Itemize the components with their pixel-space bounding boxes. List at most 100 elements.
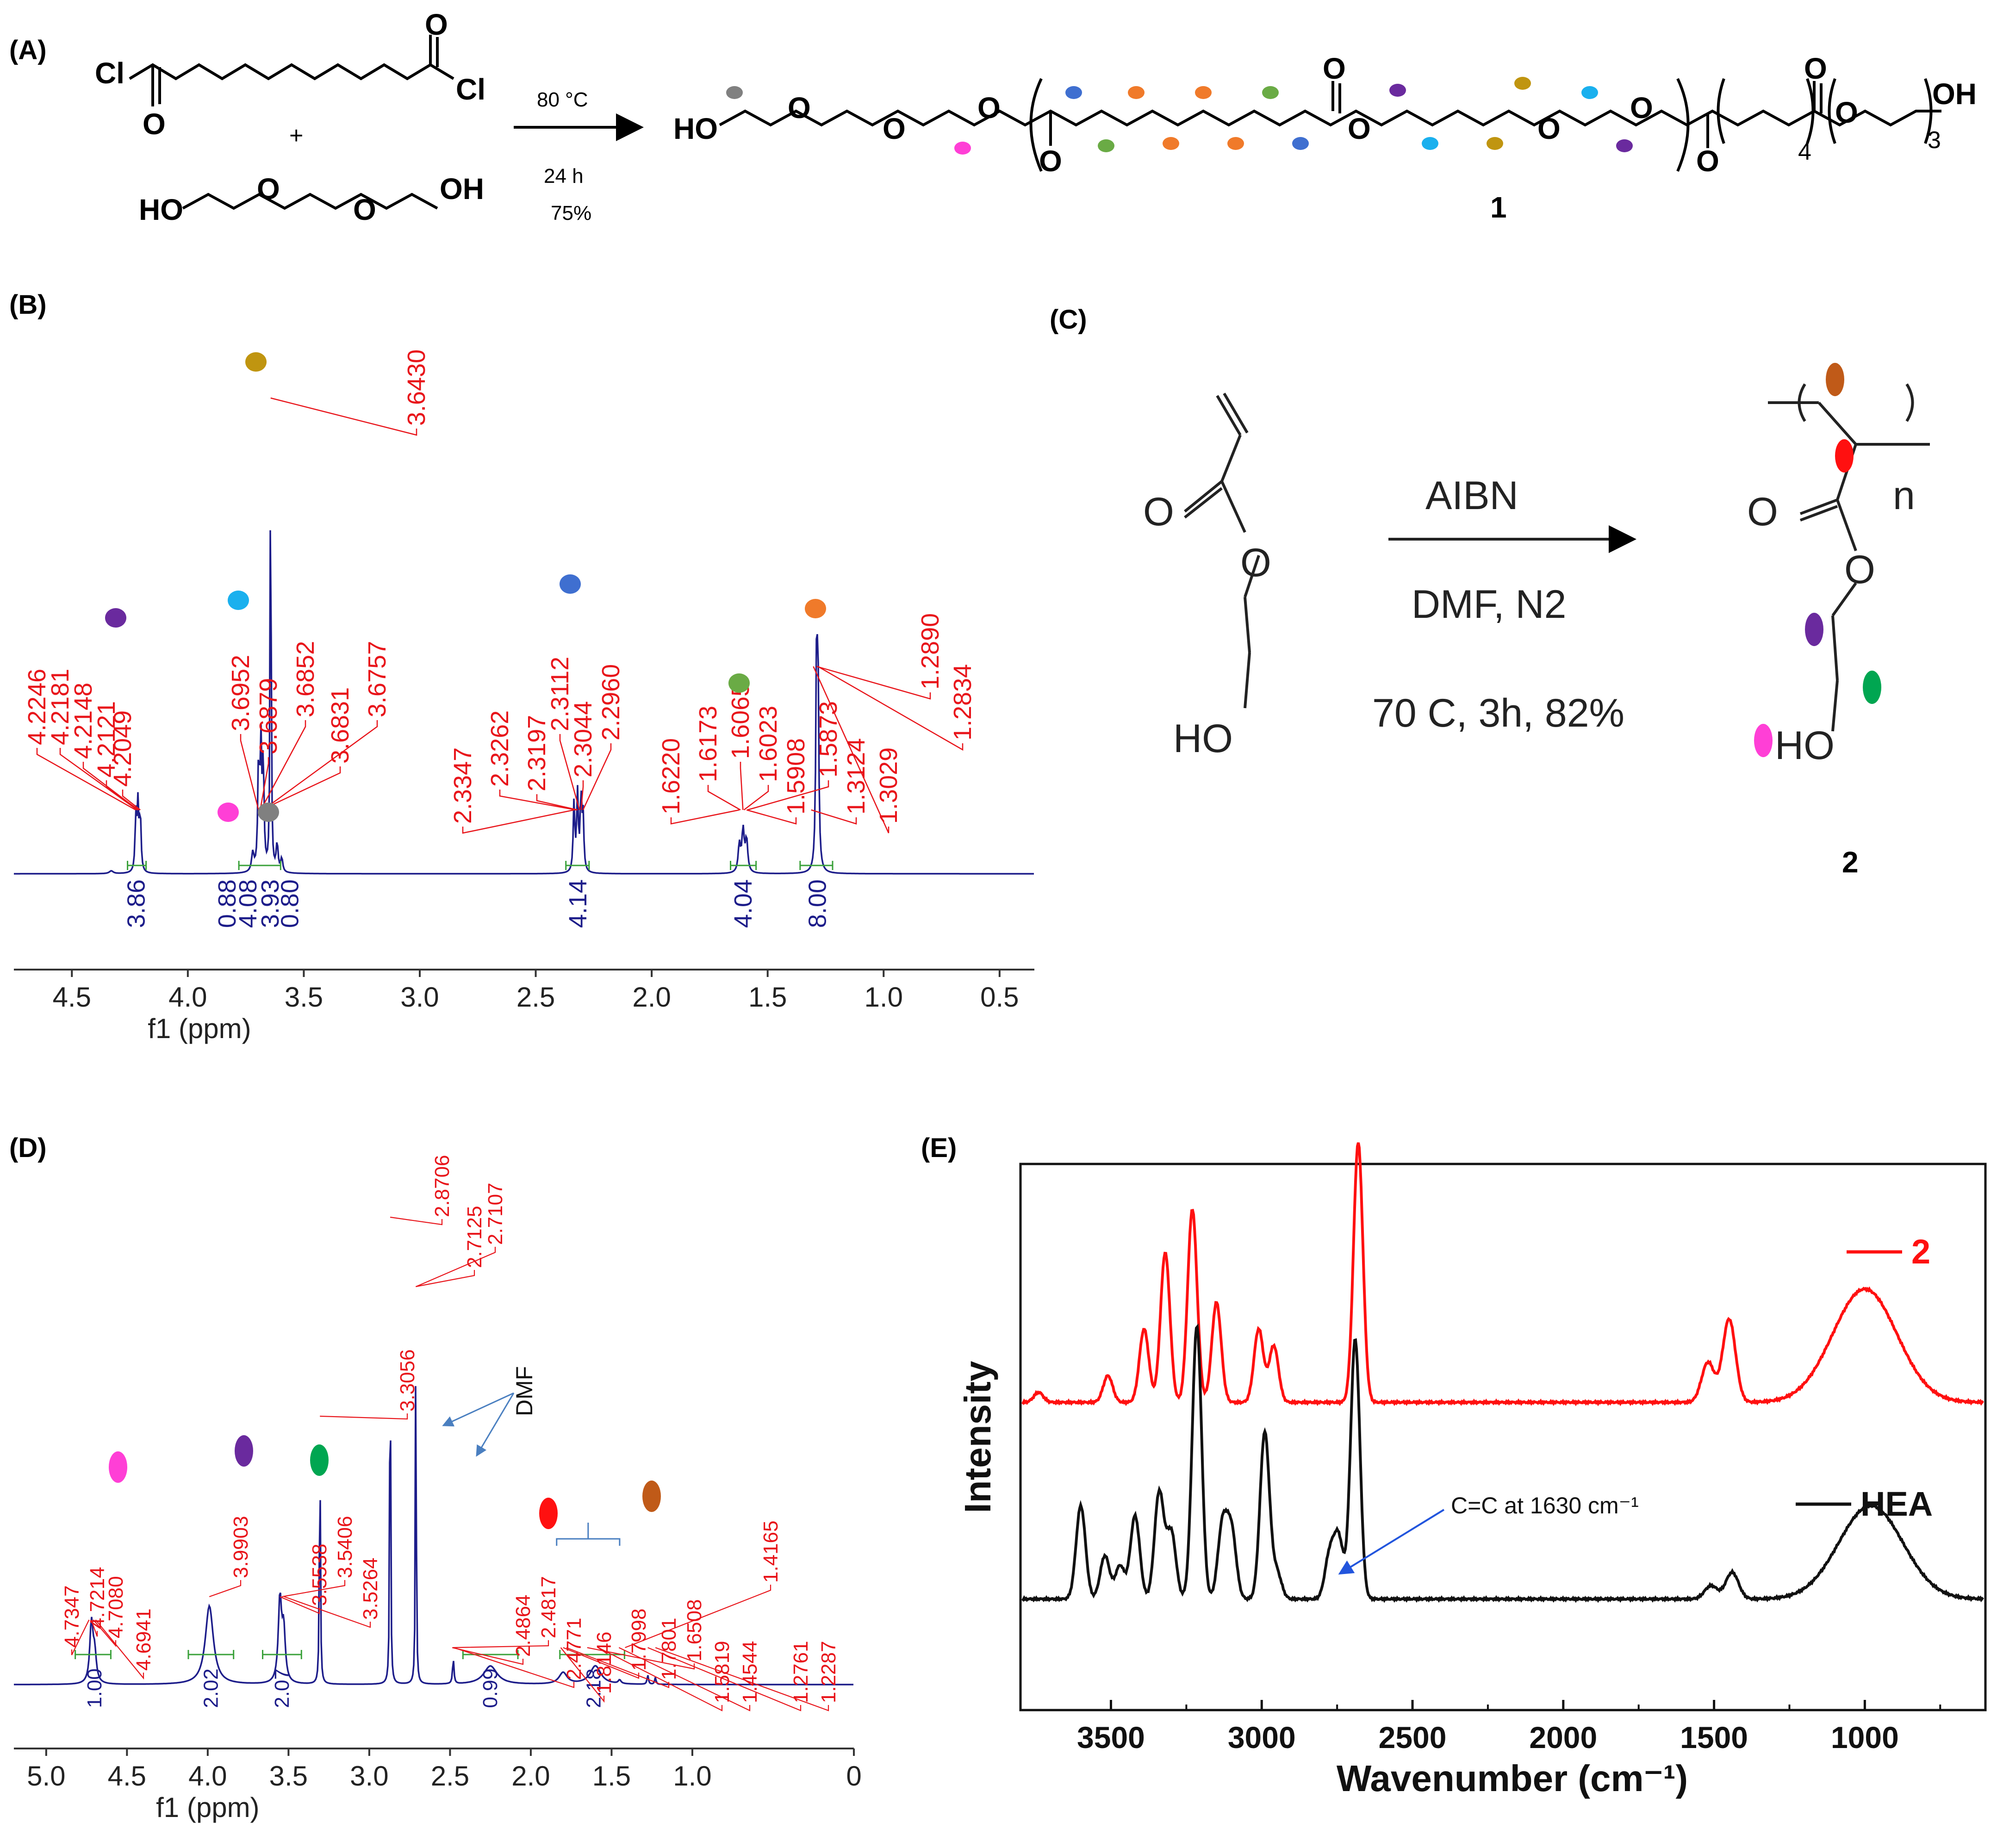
peak-leader-14 (559, 734, 580, 810)
reactant1-cl-left: Cl (95, 56, 124, 90)
reactant2-oh: OH (440, 172, 484, 205)
marker-cyan (228, 591, 249, 610)
marker-blue-9 (1292, 137, 1309, 150)
x-tick-label-1: 4.5 (108, 1761, 146, 1792)
bracket-close-2 (1806, 78, 1815, 144)
peak-leader-0 (36, 748, 136, 811)
scheme-c (1184, 383, 1930, 732)
legend-label-2: 2 (1911, 1232, 1930, 1271)
peak-label-17: 1.7801 (658, 1618, 680, 1680)
product-o4: O (1039, 144, 1062, 178)
peak-label-18: 1.6508 (683, 1599, 706, 1661)
peak-leader-22 (747, 780, 829, 811)
marker-blue (560, 574, 581, 594)
peak-leader-10 (270, 397, 417, 436)
x-tick-label-3: 3.5 (269, 1761, 308, 1792)
peak-leader-13 (536, 794, 578, 811)
peak-label-8: 3.6831 (326, 687, 354, 764)
peak-label-1: 4.2181 (46, 669, 74, 745)
peak-label-10: 3.6430 (403, 349, 430, 426)
peak-leader-7 (284, 1596, 371, 1628)
product-o11: O (1835, 96, 1858, 129)
product-ho: HO (673, 112, 718, 145)
peak-label-5: 3.6952 (227, 655, 255, 731)
peak-label-7: 3.5264 (359, 1557, 382, 1620)
condition-temp: 80 °C (537, 88, 588, 111)
peak-leader-22 (647, 1647, 802, 1711)
marker-magenta (1754, 724, 1773, 757)
peak-label-16: 2.2960 (597, 664, 625, 740)
x-tick-label-4: 1500 (1680, 1720, 1748, 1755)
x-tick-label-0: 5.0 (27, 1761, 65, 1792)
peak-leader-6 (282, 1580, 346, 1598)
peak-label-10: 2.7125 (463, 1206, 486, 1268)
peak-label-3: 4.2121 (93, 701, 120, 778)
peak-label-8: 3.3056 (396, 1349, 419, 1412)
condition-yield: 75% (551, 202, 591, 224)
x-tick-label-4: 3.0 (350, 1761, 388, 1792)
series-line-2 (1021, 1142, 1985, 1406)
bracket-close-1 (1676, 78, 1690, 172)
marker-green-5 (1262, 86, 1279, 99)
peak-label-0: 4.7347 (61, 1585, 83, 1648)
dmf-arrow-2 (476, 1393, 515, 1457)
spectrum-trace (14, 530, 1034, 875)
peak-leader-23 (811, 809, 857, 825)
peak-label-18: 1.6173 (694, 706, 722, 782)
peak-label-12: 2.3262 (486, 710, 514, 787)
peak-label-11: 2.7107 (484, 1182, 507, 1245)
peak-label-24: 1.3029 (875, 747, 902, 824)
peak-leader-1 (91, 1619, 98, 1637)
marker-gold (245, 352, 267, 372)
sebacoyl-chloride-chain (129, 63, 454, 81)
x-tick-label-8: 0.5 (980, 982, 1019, 1013)
peak-label-9: 2.8706 (431, 1155, 454, 1217)
scheme-a-text: Cl Cl O O + HO O O OH 80 °C 24 h 75% HO … (95, 8, 1977, 226)
peak-leader-19 (598, 1647, 723, 1711)
nmr-spectrum-b: 4.5 4.0 3.5 3.0 2.5 2.0 1.5 1.0 0.5 f1 (ppm) 3.86 0… (14, 349, 1034, 1044)
peak-label-6: 3.6879 (255, 678, 282, 754)
x-tick-label-5: 2.0 (632, 982, 671, 1013)
x-tick-label-8: 1.0 (673, 1761, 711, 1792)
multiplet-bracket (556, 1523, 621, 1546)
peak-leader-26 (817, 666, 964, 751)
marker-gold-13 (1514, 77, 1531, 90)
peak-leader-15 (580, 780, 584, 810)
marker-purple-15 (1616, 139, 1633, 152)
peak-leader-15 (560, 1647, 605, 1703)
compound-2-label: 2 (1842, 846, 1859, 879)
integral-value-0: 3.86 (123, 879, 150, 928)
compound-1-label: 1 (1490, 191, 1507, 224)
peak-label-0: 4.2246 (23, 669, 51, 745)
marker-orange-7 (1163, 137, 1179, 150)
x-tick-label-3: 3.0 (400, 982, 439, 1013)
peak-leader-3 (106, 780, 139, 811)
integral-value-1: 0.88 (213, 879, 241, 928)
scheme-c-proton-markers (1754, 363, 1881, 757)
peak-leader-2 (93, 1619, 117, 1647)
bracket-close-3 (1924, 78, 1933, 144)
peak-label-2: 4.7080 (105, 1576, 127, 1638)
peak-leader-1 (59, 748, 138, 811)
monomer-ho: HO (1173, 716, 1233, 761)
marker-grey-0 (726, 86, 743, 99)
peak-leader-18 (587, 1647, 695, 1670)
peak-label-13: 2.3197 (523, 715, 551, 791)
peak-label-9: 3.6757 (363, 641, 391, 717)
panel-label-b: (B) (9, 290, 47, 320)
peak-leader-9 (262, 720, 378, 811)
bracket-open-2 (1717, 78, 1725, 144)
product-o7: O (1537, 112, 1561, 145)
peak-label-22: 1.2761 (790, 1641, 812, 1703)
product-oh: OH (1932, 77, 1977, 111)
reactant1-o-right: O (425, 8, 448, 41)
polymer-n: n (1893, 473, 1915, 518)
peak-leader-20 (618, 1647, 751, 1711)
product-o9: O (1696, 144, 1719, 178)
reactant2-o2: O (353, 193, 376, 226)
dmf-label: DMF (511, 1366, 537, 1416)
integral-value-7: 8.00 (803, 879, 831, 928)
scheme-a-proton-markers (726, 77, 1633, 155)
marker-orange-8 (1227, 137, 1244, 150)
marker-purple (105, 608, 126, 628)
